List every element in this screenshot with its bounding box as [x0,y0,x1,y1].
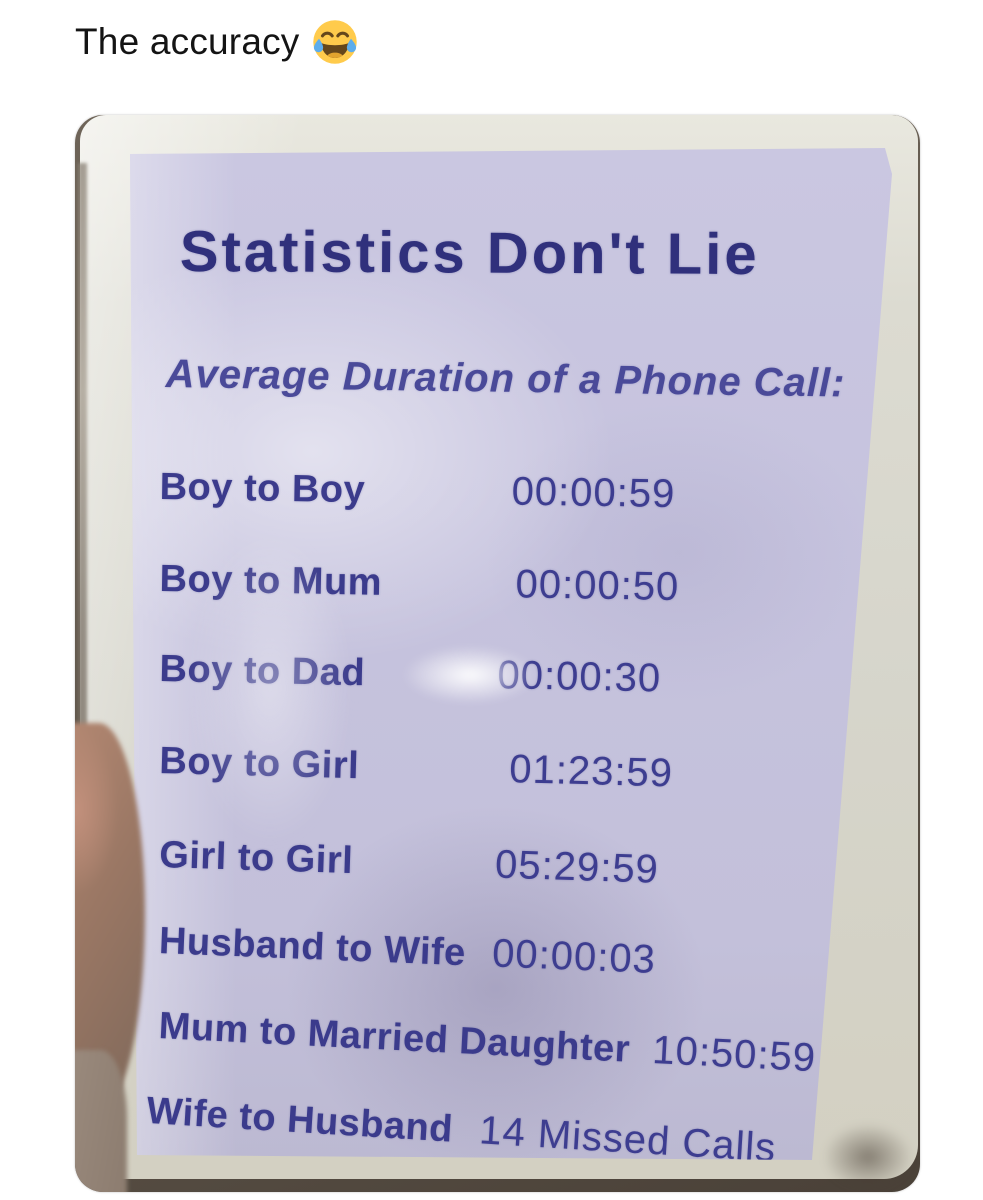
stat-label: Boy to Dad [159,648,366,695]
stat-row: Boy to Dad 00:00:30 [159,648,662,700]
sign-title: Statistics Don't Lie [179,218,760,288]
stat-row: Husband to Wife 00:00:03 [158,918,657,986]
stat-row: Boy to Mum 00:00:50 [159,558,679,610]
stat-label: Husband to Wife [158,919,467,975]
stat-label: Boy to Girl [158,740,360,788]
sign-photo: Statistics Don't Lie Average Duration of… [75,115,920,1192]
stat-value: 00:00:59 [511,469,676,517]
stat-label: Boy to Mum [159,558,383,604]
caption-text: The accuracy [75,21,300,62]
stat-value: 00:00:30 [497,653,662,701]
face-with-tears-of-joy-icon [312,20,357,64]
stat-row: Boy to Girl 01:23:59 [158,740,674,795]
stat-label: Girl to Girl [158,834,354,883]
caption: The accuracy [75,16,358,68]
stat-value: 01:23:59 [508,747,674,796]
sign-paper: Statistics Don't Lie Average Duration of… [130,148,892,1160]
corner-shadow [808,1112,920,1192]
stat-value: 00:00:03 [491,931,657,982]
sign-subtitle: Average Duration of a Phone Call: [165,352,846,406]
card-edge-shadow [78,163,87,1192]
stat-label: Wife to Husband [145,1089,455,1151]
stat-value: 10:50:59 [651,1028,818,1081]
stat-value: 00:00:50 [515,562,680,610]
stat-row: Boy to Boy 00:00:59 [159,466,675,517]
stat-value: 05:29:59 [494,842,660,892]
stat-label: Mum to Married Daughter [157,1004,632,1071]
hand-blur [75,1050,127,1192]
stat-label: Boy to Boy [159,466,366,512]
stat-row: Mum to Married Daughter 10:50:59 [158,1003,817,1084]
stat-row: Girl to Girl 05:29:59 [158,834,660,892]
